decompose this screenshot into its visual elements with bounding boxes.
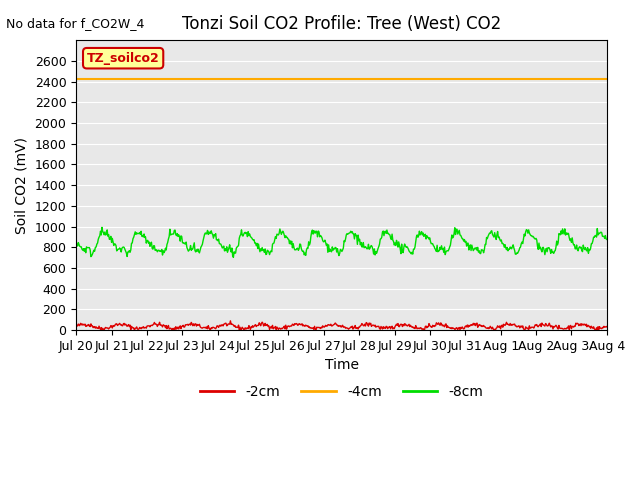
X-axis label: Time: Time	[324, 359, 358, 372]
Y-axis label: Soil CO2 (mV): Soil CO2 (mV)	[15, 137, 29, 234]
Text: TZ_soilco2: TZ_soilco2	[87, 52, 159, 65]
Text: No data for f_CO2W_4: No data for f_CO2W_4	[6, 17, 145, 30]
Legend: -2cm, -4cm, -8cm: -2cm, -4cm, -8cm	[194, 379, 489, 404]
Title: Tonzi Soil CO2 Profile: Tree (West) CO2: Tonzi Soil CO2 Profile: Tree (West) CO2	[182, 15, 501, 33]
